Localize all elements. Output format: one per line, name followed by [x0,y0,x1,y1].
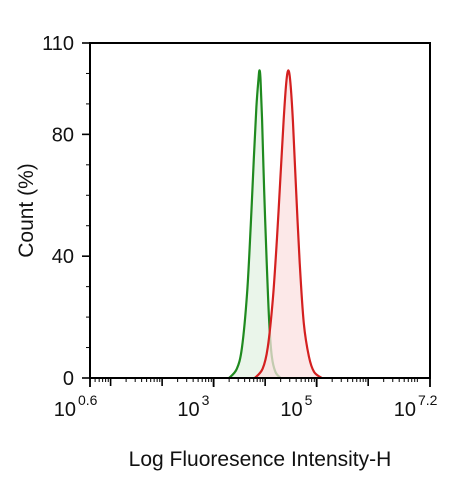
x-tick-label-base: 10 [54,399,76,421]
x-tick-label-base: 10 [280,399,302,421]
x-tick-label-exponent: 0.6 [78,392,98,408]
x-tick-label: 10 [280,399,302,421]
x-tick-label-base: 10 [177,399,199,421]
x-tick-label: 10 [394,399,416,421]
x-tick-label-base: 10 [394,399,416,421]
x-tick-label: 10 [54,399,76,421]
y-tick-label: 110 [42,33,74,55]
x-tick-label-exponent: 7.2 [418,392,438,408]
y-axis-ticks: 0 40 80 110 [42,33,90,390]
y-tick-label: 40 [52,246,74,268]
y-axis-title: Count (%) [15,163,38,258]
series-layer [228,69,323,379]
x-tick-label-exponent: 5 [305,392,313,408]
series-2-line [254,69,323,379]
y-tick-label: 80 [52,124,74,146]
x-tick-label: 10 [177,399,199,421]
x-axis-ticks: 10 0.6 10 3 10 5 10 7.2 [54,378,438,421]
y-tick-label: 0 [63,368,74,390]
x-axis-title: Log Fluoresence Intensity-H [129,448,392,471]
series-2-fill [254,70,322,378]
x-tick-label-exponent: 3 [202,392,210,408]
